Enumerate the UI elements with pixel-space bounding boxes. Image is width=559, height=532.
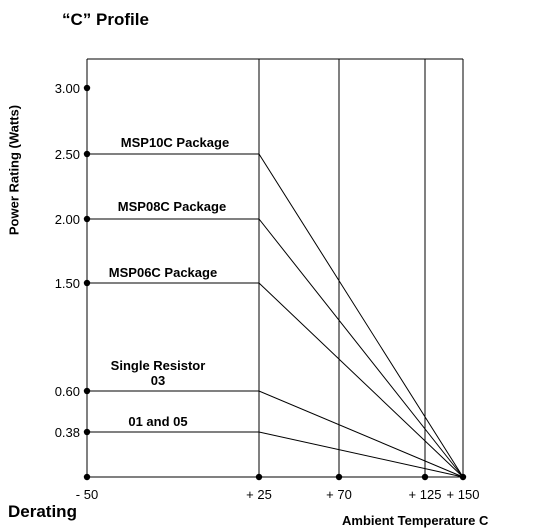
x-tick-dot [83, 473, 91, 481]
series-line [87, 153, 464, 478]
y-tick-label: 1.50 [55, 276, 80, 291]
x-tick-label: + 150 [447, 487, 480, 502]
series-label: 01 and 05 [128, 414, 187, 429]
series-label: Single Resistor [111, 358, 206, 373]
y-tick-label: 2.00 [55, 212, 80, 227]
x-tick-label: - 50 [76, 487, 98, 502]
x-tick-dot [421, 473, 429, 481]
series-label: MSP08C Package [118, 199, 226, 214]
x-tick-dot [255, 473, 263, 481]
series-label: MSP10C Package [121, 135, 229, 150]
chart-title: “C” Profile [62, 10, 149, 29]
x-tick-label: + 125 [409, 487, 442, 502]
y-tick-label: 0.60 [55, 384, 80, 399]
series-label: MSP06C Package [109, 265, 217, 280]
x-tick-dot [335, 473, 343, 481]
series-line [87, 431, 464, 478]
x-axis-label: Ambient Temperature C [342, 513, 489, 528]
series-label: 03 [151, 373, 165, 388]
derating-label: Derating [8, 502, 77, 521]
series-line [87, 218, 464, 478]
y-tick-label: 3.00 [55, 81, 80, 96]
y-tick-dot [83, 84, 91, 92]
y-tick-label: 0.38 [55, 425, 80, 440]
x-tick-label: + 70 [326, 487, 352, 502]
y-tick-label: 2.50 [55, 147, 80, 162]
series-line [87, 390, 464, 478]
series-line [87, 282, 464, 478]
x-tick-label: + 25 [246, 487, 272, 502]
